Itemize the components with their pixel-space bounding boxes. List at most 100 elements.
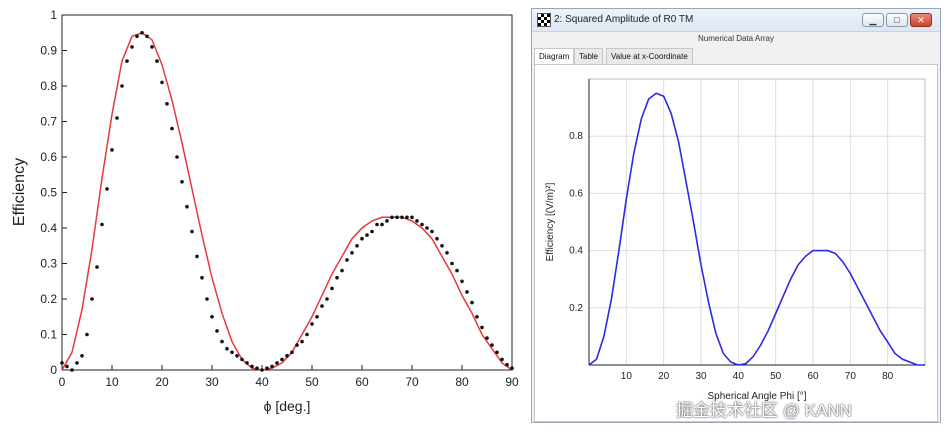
tab-table[interactable]: Table — [574, 48, 604, 64]
left-data-point — [440, 244, 444, 248]
left-data-point — [450, 261, 454, 266]
left-y-tick-label: 0.2 — [40, 292, 57, 306]
right-ylabel: Efficiency [(V/m)²] — [545, 182, 556, 261]
right-x-tick-label: 40 — [733, 371, 745, 382]
left-data-point — [365, 233, 369, 237]
left-data-point — [180, 180, 184, 184]
left-data-point — [300, 339, 304, 344]
left-x-tick-label: 70 — [405, 375, 419, 389]
close-button[interactable]: ✕ — [910, 13, 932, 27]
close-icon: ✕ — [917, 15, 925, 25]
left-x-tick-label: 80 — [455, 375, 469, 389]
right-y-tick-label: 0.2 — [569, 303, 583, 314]
left-data-point — [325, 297, 329, 301]
window-title: 2: Squared Amplitude of R0 TM — [554, 14, 694, 25]
left-data-point — [200, 275, 204, 280]
left-data-point — [350, 251, 354, 255]
left-data-point — [460, 279, 464, 284]
left-data-point — [105, 187, 109, 191]
left-x-tick-label: 90 — [505, 375, 519, 389]
left-data-point — [190, 229, 194, 234]
right-x-tick-label: 10 — [621, 371, 633, 382]
window-titlebar[interactable]: 2: Squared Amplitude of R0 TM ▁ □ ✕ — [532, 9, 940, 32]
window-subtitle: Numerical Data Array — [697, 34, 775, 43]
left-data-point — [475, 315, 479, 319]
minimize-button[interactable]: ▁ — [862, 13, 884, 27]
minimize-icon: ▁ — [869, 15, 877, 25]
tab-diagram[interactable]: Diagram — [534, 48, 575, 65]
left-data-point — [455, 268, 459, 273]
right-plot-area — [588, 78, 926, 366]
right-chart: 10 20 30 40 50 60 70 80 0.2 0.4 0.6 0.8 Spherical A… — [545, 78, 926, 402]
left-y-tick-label: 0.7 — [40, 115, 57, 129]
left-data-point — [420, 222, 424, 227]
left-data-point — [160, 80, 164, 85]
left-data-point — [490, 343, 494, 347]
left-data-point — [345, 258, 349, 262]
left-xlabel: ϕ [deg.] — [264, 398, 311, 414]
left-data-point — [370, 229, 374, 234]
left-data-point — [310, 322, 314, 326]
left-x-tick-label: 10 — [105, 375, 119, 389]
left-data-point — [410, 215, 414, 220]
left-data-point — [415, 219, 419, 223]
left-data-point — [340, 268, 344, 273]
left-data-point — [275, 361, 279, 365]
right-x-tick-label: 60 — [807, 371, 819, 382]
left-data-point — [375, 222, 379, 227]
left-data-point — [495, 350, 499, 355]
left-data-point — [175, 155, 179, 159]
left-data-point — [225, 346, 229, 351]
left-data-point — [480, 325, 484, 330]
right-x-tick-label: 30 — [695, 371, 707, 382]
left-data-point — [500, 357, 504, 362]
left-data-point — [435, 236, 439, 241]
data-array-window: 2: Squared Amplitude of R0 TM ▁ □ ✕ Nume… — [531, 8, 941, 423]
left-data-point — [250, 364, 254, 369]
maximize-button[interactable]: □ — [886, 13, 908, 27]
left-data-point — [445, 251, 449, 255]
left-data-point — [120, 84, 124, 88]
tab-value-at-x-coordinate[interactable]: Value at x-Coordinate — [606, 48, 693, 64]
left-x-tick-label: 30 — [205, 375, 219, 389]
left-data-point — [95, 265, 99, 269]
left-data-point — [115, 116, 119, 120]
left-data-point — [135, 34, 139, 39]
right-x-tick-label: 70 — [845, 371, 857, 382]
left-data-point — [465, 290, 469, 294]
left-data-point — [80, 354, 84, 358]
left-ylabel: Efficiency — [11, 158, 28, 226]
left-data-point — [470, 300, 474, 305]
left-plot-frame — [61, 14, 513, 371]
left-data-point — [505, 362, 509, 367]
right-series-line — [588, 92, 925, 366]
left-y-tick-label: 0.1 — [40, 328, 57, 342]
left-y-tick-label: 0.6 — [40, 150, 57, 164]
checkerboard-icon — [537, 13, 551, 27]
left-data-point — [335, 275, 339, 280]
left-data-point — [145, 34, 149, 39]
right-x-tick-label: 20 — [658, 371, 670, 382]
left-data-point — [385, 219, 389, 223]
left-chart: 0 10 20 30 40 50 60 70 80 90 0 0.1 0.2 0.3 0.4 0.5 0.6 0.… — [11, 8, 519, 414]
left-data-point — [125, 59, 129, 63]
left-data-point — [195, 254, 199, 259]
left-data-point — [230, 350, 234, 355]
left-data-point — [170, 126, 174, 131]
left-data-point — [140, 31, 144, 35]
left-data-point — [355, 244, 359, 248]
left-data-point — [220, 339, 224, 344]
watermark: 掘金技术社区 @ KANN — [676, 401, 852, 420]
left-data-point — [295, 343, 299, 347]
left-data-point — [185, 204, 189, 209]
left-data-point — [405, 215, 409, 220]
left-y-tick-label: 1 — [50, 8, 57, 22]
left-data-point — [380, 222, 384, 227]
left-data-point — [390, 215, 394, 220]
left-data-point — [320, 304, 324, 308]
left-data-point — [290, 350, 294, 355]
left-x-tick-label: 50 — [305, 375, 319, 389]
left-data-point — [285, 354, 289, 358]
left-series-line — [61, 31, 513, 371]
left-data-point — [330, 286, 334, 291]
